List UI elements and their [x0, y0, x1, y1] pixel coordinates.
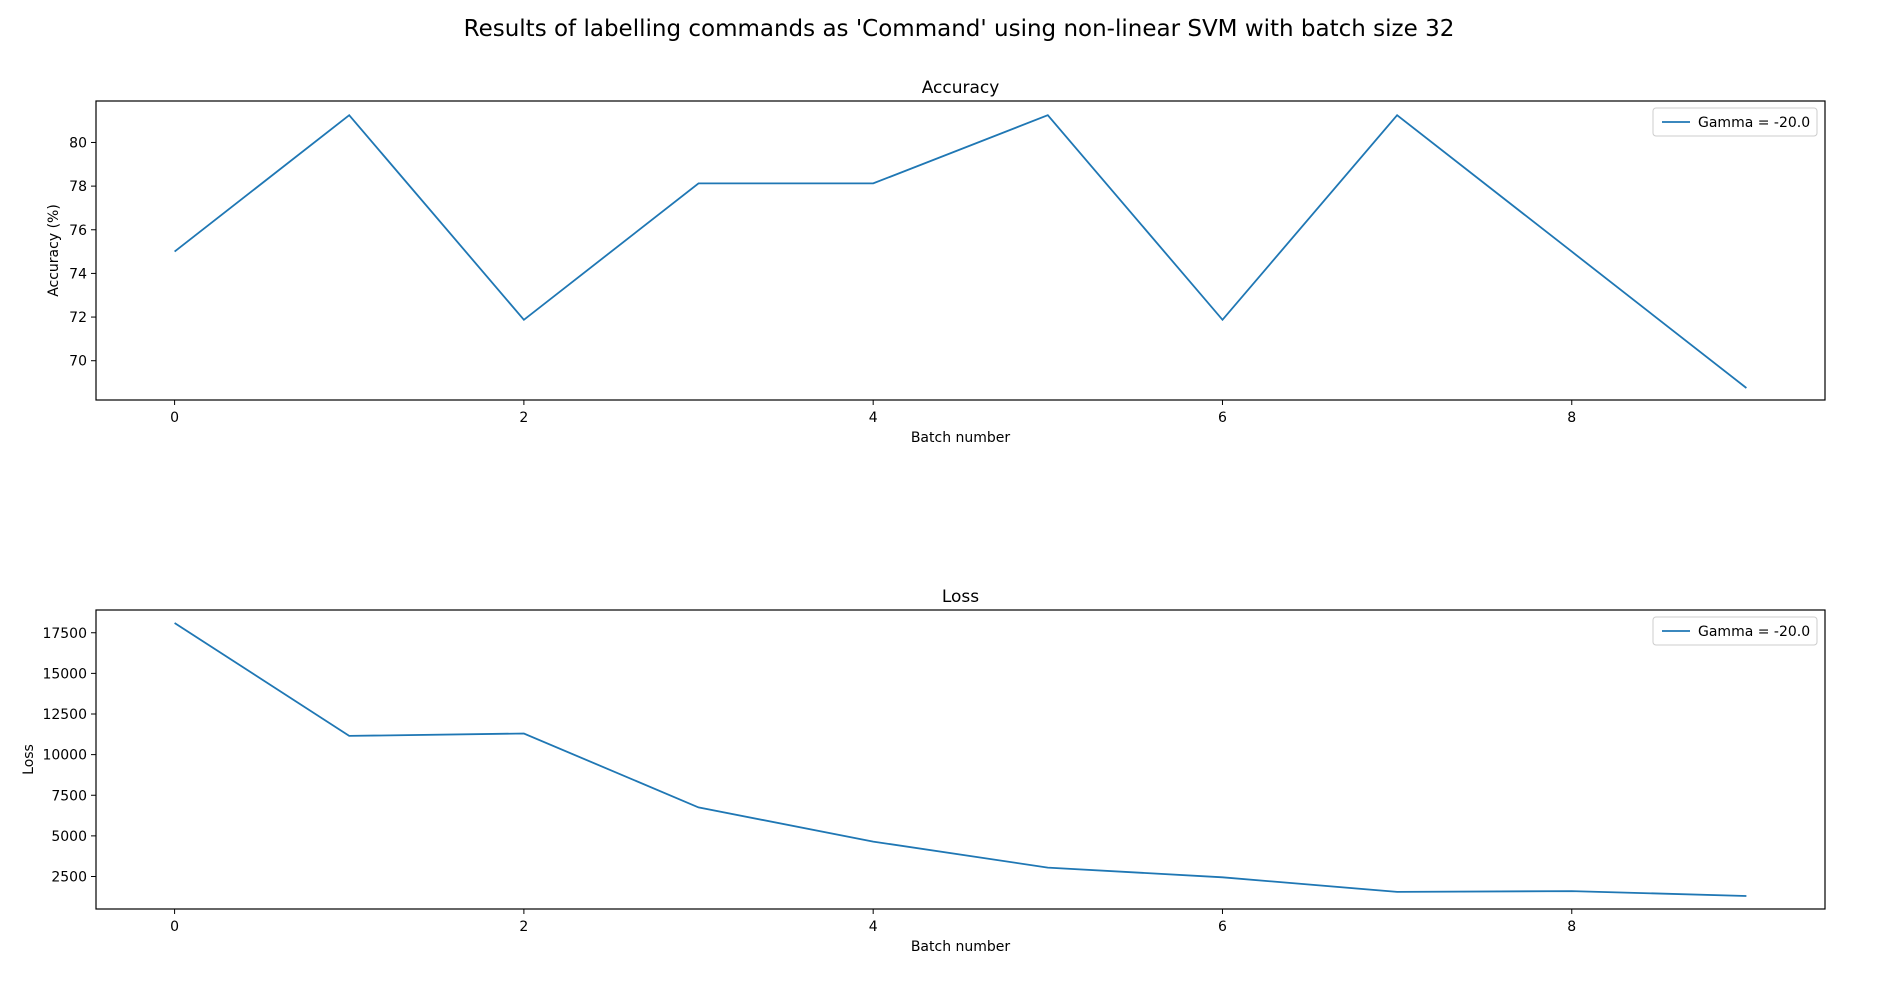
- loss-x-tick-label: 8: [1567, 919, 1576, 935]
- loss-plot-frame: [95, 609, 1826, 910]
- accuracy-x-axis-label: Batch number: [911, 430, 1011, 446]
- accuracy-x-tick-label: 0: [170, 410, 179, 426]
- loss-y-axis-label: Loss: [21, 744, 37, 775]
- accuracy-title: Accuracy: [922, 78, 1000, 98]
- loss-y-tick-label: 5000: [51, 829, 87, 845]
- loss-x-tick-label: 6: [1218, 919, 1227, 935]
- loss-y-tick-label: 7500: [51, 788, 87, 804]
- loss-y-tick-label: 10000: [42, 748, 87, 764]
- accuracy-x-tick-label: 8: [1567, 410, 1576, 426]
- accuracy-y-tick-label: 70: [69, 354, 87, 370]
- loss-legend-box: [1652, 616, 1818, 646]
- loss-legend-label: Gamma = -20.0: [1698, 624, 1810, 640]
- accuracy-legend-label: Gamma = -20.0: [1698, 115, 1810, 131]
- loss-y-tick-label: 2500: [51, 870, 87, 886]
- accuracy-x-tick-label: 4: [869, 410, 878, 426]
- accuracy-y-tick-label: 78: [69, 179, 87, 195]
- loss-x-axis-label: Batch number: [911, 939, 1011, 955]
- loss-y-tick-label: 15000: [42, 666, 87, 682]
- loss-chart: Loss 0 2 4 6 8 2500 5000 7500 10000 12500 15000 1750…: [21, 587, 1826, 955]
- accuracy-x-tick-label: 2: [519, 410, 528, 426]
- accuracy-y-tick-label: 80: [69, 135, 87, 151]
- loss-x-tick-label: 4: [869, 919, 878, 935]
- accuracy-y-axis-label: Accuracy (%): [46, 204, 62, 297]
- accuracy-y-tick-label: 74: [69, 266, 87, 282]
- loss-y-tick-label: 12500: [42, 707, 87, 723]
- loss-title: Loss: [942, 587, 979, 607]
- loss-series-line: [174, 622, 1747, 897]
- loss-x-tick-label: 2: [519, 919, 528, 935]
- accuracy-y-tick-label: 72: [69, 310, 87, 326]
- loss-y-tick-label: 17500: [42, 626, 87, 642]
- figure-title: Results of labelling commands as 'Comman…: [464, 16, 1455, 42]
- accuracy-legend: Gamma = -20.0: [1652, 107, 1818, 137]
- accuracy-y-tick-label: 76: [69, 223, 87, 239]
- loss-x-tick-label: 0: [170, 919, 179, 935]
- loss-legend: Gamma = -20.0: [1652, 616, 1818, 646]
- accuracy-series-line: [174, 113, 1747, 389]
- accuracy-legend-box: [1652, 107, 1818, 137]
- accuracy-plot-frame: [95, 100, 1826, 401]
- accuracy-x-tick-label: 6: [1218, 410, 1227, 426]
